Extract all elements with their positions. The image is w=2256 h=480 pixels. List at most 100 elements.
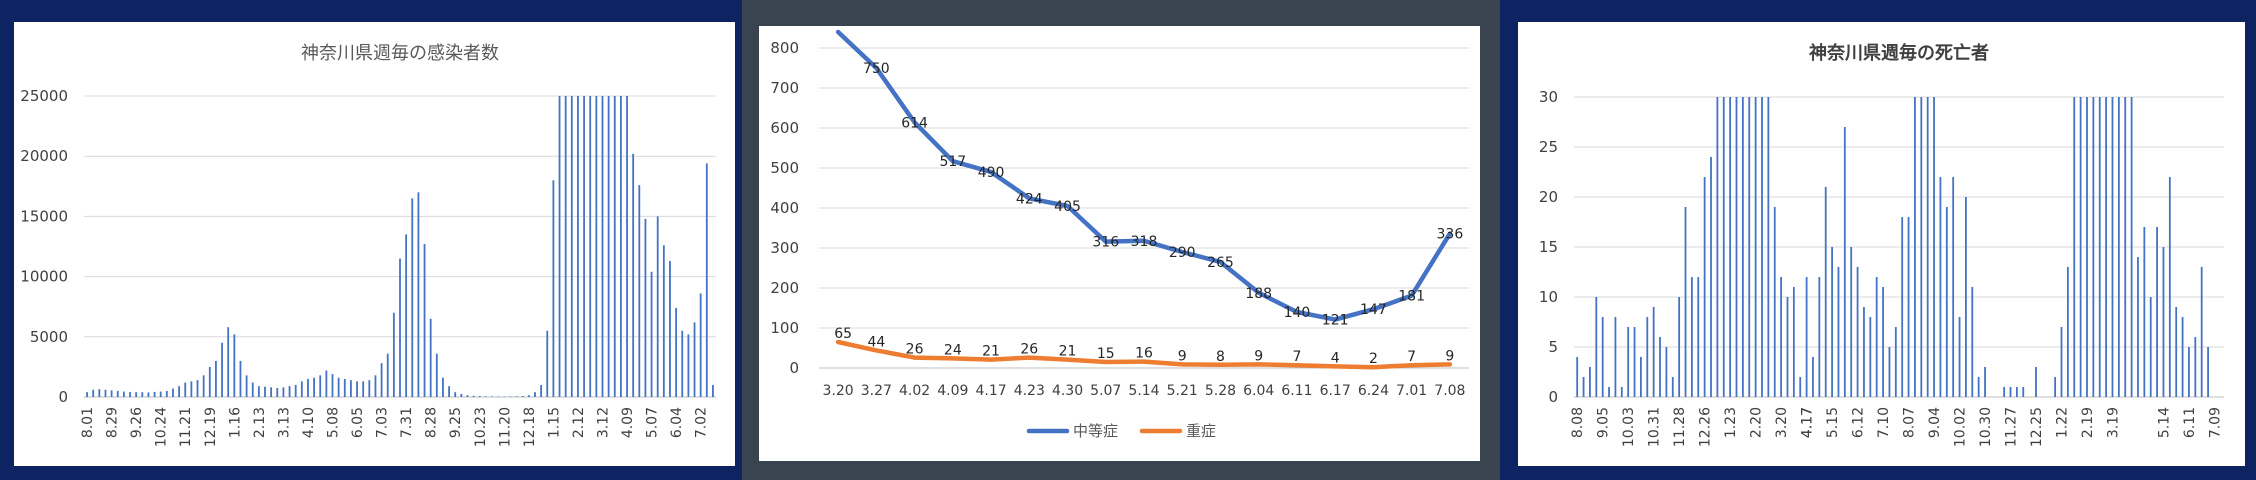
bar (521, 396, 524, 397)
bar (1684, 207, 1687, 397)
bar (1920, 97, 1923, 397)
bar (2060, 327, 2063, 397)
bar (662, 245, 665, 397)
bar (1926, 97, 1929, 397)
bar (1646, 317, 1649, 397)
bar (699, 293, 702, 397)
x-tick-label: 7.01 (1396, 383, 1427, 399)
bar (632, 153, 635, 397)
x-tick-label: 11.27 (2004, 407, 2020, 447)
bar (1805, 277, 1808, 397)
bar (2105, 97, 2108, 397)
y-tick-label: 10 (1539, 288, 1558, 306)
x-tick-label: 12.19 (203, 407, 219, 447)
data-label: 9 (1445, 348, 1454, 364)
bar (515, 396, 518, 397)
bar (1939, 177, 1942, 397)
y-tick-label: 0 (789, 359, 799, 377)
deaths-chart: 神奈川県週毎の死亡者 0 5 10 15 20 25 30 8.08 9.05 10.03 10.31… (1539, 42, 2224, 447)
bar (294, 384, 297, 397)
bar (1697, 277, 1700, 397)
bar (2022, 387, 2025, 397)
x-tick-label: 10.23 (473, 407, 489, 447)
bar (1875, 277, 1878, 397)
x-tick-label: 6.04 (1243, 383, 1274, 399)
bar (589, 96, 592, 397)
bar (485, 396, 487, 397)
x-tick-label: 1.23 (1723, 407, 1739, 438)
bar (1818, 277, 1821, 397)
bar (2175, 307, 2178, 397)
bar (675, 307, 678, 397)
y-tick-label: 0 (1548, 388, 1558, 406)
bar (429, 318, 432, 397)
bar (1780, 277, 1783, 397)
bar (1958, 317, 1961, 397)
bar (245, 375, 248, 397)
bar (276, 387, 279, 397)
bar (681, 330, 684, 397)
data-label: 44 (867, 334, 885, 350)
bar (1831, 247, 1833, 397)
y-tick-label: 15 (1539, 238, 1558, 256)
x-tick-label: 8.29 (105, 407, 121, 438)
bar (264, 386, 266, 397)
bar (374, 375, 377, 397)
data-label: 4 (1331, 350, 1340, 366)
bar (1786, 297, 1789, 397)
data-label: 2 (1369, 351, 1378, 367)
x-tick-label: 2.12 (571, 407, 587, 438)
data-label: 140 (1284, 305, 1311, 321)
bar (1710, 157, 1712, 397)
bar (1882, 287, 1884, 397)
x-tick-label: 4.10 (301, 407, 317, 438)
bar (331, 374, 334, 397)
data-label: 336 (1437, 227, 1464, 243)
bar (2015, 387, 2018, 397)
bar (1703, 177, 1706, 397)
y-tick-label: 5 (1548, 338, 1558, 356)
bar (1907, 217, 1910, 397)
bar (196, 380, 199, 397)
bar (411, 198, 414, 397)
data-label: 7 (1292, 349, 1301, 365)
bar (1690, 277, 1693, 397)
bar (1659, 337, 1661, 397)
bar (442, 377, 444, 397)
x-tick-label: 8.01 (80, 407, 96, 438)
chart-title: 神奈川県週毎の死亡者 (1809, 42, 1989, 64)
data-label: 290 (1169, 245, 1196, 261)
x-tick-label: 2.13 (252, 407, 268, 438)
bar (2149, 297, 2152, 397)
bar (147, 392, 150, 397)
data-label: 21 (982, 344, 1000, 360)
y-tick-label: 500 (770, 159, 799, 177)
bar (466, 395, 469, 397)
bar (2181, 317, 2184, 397)
x-tick-label: 6.11 (2182, 407, 2198, 438)
data-label: 65 (834, 326, 852, 342)
bar (1761, 97, 1763, 397)
y-tick-label: 0 (58, 388, 68, 406)
bar (1627, 327, 1630, 397)
bar (165, 390, 168, 397)
x-tick-label: 3.19 (2105, 407, 2121, 438)
bar (1620, 387, 1623, 397)
x-tick-label: 9.25 (448, 407, 464, 438)
infections-chart: 神奈川県週毎の感染者数 0 5000 10000 15000 20000 25000 8.01… (20, 43, 716, 447)
bar (208, 366, 211, 397)
bar (448, 386, 450, 397)
x-tick-label: 9.04 (1927, 407, 1943, 438)
data-label: 15 (1097, 346, 1115, 362)
bar (1754, 97, 1757, 397)
bar (251, 382, 254, 397)
bar (1914, 97, 1916, 397)
bar (239, 360, 242, 397)
data-label: 147 (1360, 302, 1387, 318)
data-label: 316 (1092, 235, 1119, 251)
bar (2130, 97, 2133, 397)
bar (1799, 377, 1802, 397)
bar (362, 381, 365, 397)
bar (1856, 267, 1859, 397)
bar (202, 375, 205, 397)
